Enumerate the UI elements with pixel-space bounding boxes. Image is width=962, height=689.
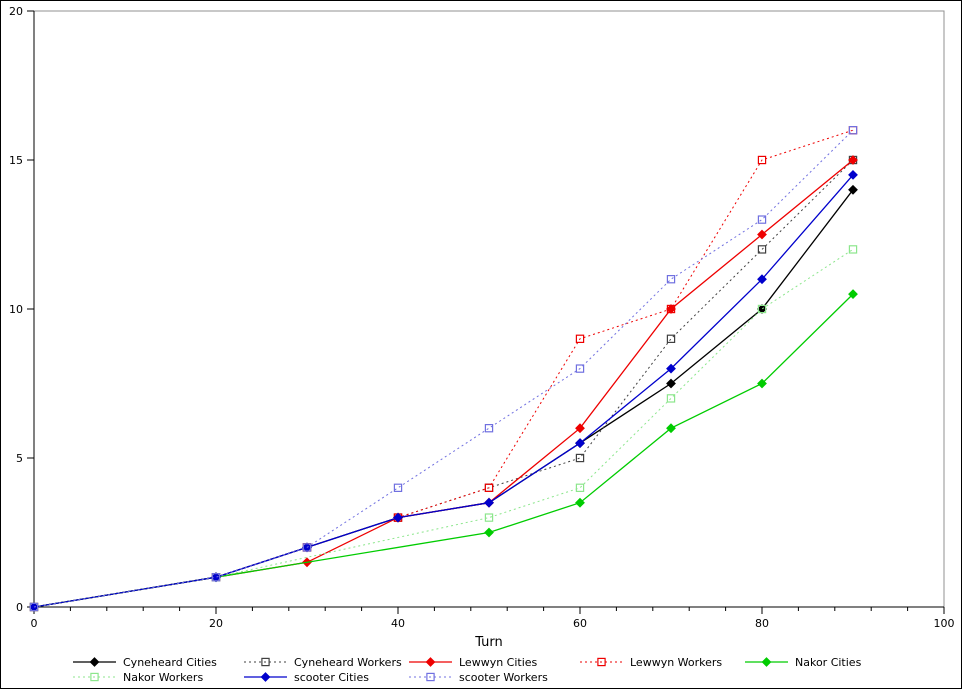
series-lewwyn-cities xyxy=(29,155,858,612)
marker-open-square xyxy=(575,364,585,373)
marker-open-square xyxy=(597,657,606,667)
legend-item-cyneheard-cities: Cyneheard Cities xyxy=(73,656,217,669)
marker-open-square xyxy=(757,304,767,314)
series-line xyxy=(33,293,854,608)
marker-open-square xyxy=(90,672,99,682)
legend-label: scooter Cities xyxy=(294,671,369,684)
marker-open-square xyxy=(484,483,494,493)
series-lewwyn-workers xyxy=(29,125,858,612)
marker-open-square xyxy=(211,572,221,582)
marker-open-square xyxy=(575,483,585,493)
marker-open-square xyxy=(848,245,858,254)
marker-open-square xyxy=(666,304,676,314)
legend-item-cyneheard-workers: Cyneheard Workers xyxy=(244,656,402,669)
marker-filled-diamond xyxy=(761,657,772,667)
marker-filled-diamond xyxy=(666,304,676,314)
marker-open-square xyxy=(261,657,270,667)
legend-label: Lewwyn Workers xyxy=(630,656,722,669)
series-nakor-cities xyxy=(29,289,858,612)
marker-open-square xyxy=(757,155,767,165)
marker-filled-diamond xyxy=(848,169,858,180)
marker-filled-diamond xyxy=(211,572,221,583)
legend-item-scooter-workers: scooter Workers xyxy=(409,671,548,684)
axis-tick-labels: 0 5 10 15 20 0 20 40 60 80 100 xyxy=(9,5,955,630)
marker-open-square xyxy=(848,125,858,135)
legend-item-nakor-cities: Nakor Cities xyxy=(745,656,862,669)
marker-open-square xyxy=(426,672,435,682)
marker-filled-diamond xyxy=(425,657,436,667)
marker-open-square xyxy=(757,215,767,224)
legend-label: Cyneheard Cities xyxy=(123,656,217,669)
x-axis-label: Turn xyxy=(474,635,503,650)
series-scooter-cities xyxy=(29,169,858,612)
x-tick-label: 40 xyxy=(391,617,405,630)
marker-open-square xyxy=(575,334,585,344)
legend-item-lewwyn-workers: Lewwyn Workers xyxy=(580,656,722,669)
marker-open-square xyxy=(484,513,494,522)
marker-filled-diamond xyxy=(666,378,676,389)
marker-filled-diamond xyxy=(848,155,858,165)
y-tick-label: 15 xyxy=(9,154,23,167)
marker-open-square xyxy=(757,245,767,254)
y-tick-label: 0 xyxy=(16,601,23,614)
x-tick-label: 20 xyxy=(209,617,223,630)
series-line xyxy=(33,189,854,608)
y-tick-label: 10 xyxy=(9,303,23,316)
marker-open-square xyxy=(575,453,585,463)
series-line xyxy=(33,129,854,608)
marker-filled-diamond xyxy=(757,229,767,240)
plot-box-top-right xyxy=(34,10,945,607)
marker-filled-diamond xyxy=(575,423,585,434)
legend-item-scooter-cities: scooter Cities xyxy=(244,671,369,684)
series-nakor-workers xyxy=(29,245,858,612)
legend-item-nakor-workers: Nakor Workers xyxy=(73,671,203,684)
marker-filled-diamond xyxy=(848,184,858,195)
x-tick-label: 80 xyxy=(755,617,769,630)
plot-frame xyxy=(33,10,945,608)
marker-filled-diamond xyxy=(260,672,271,682)
marker-open-square xyxy=(29,602,39,612)
marker-filled-diamond xyxy=(757,274,767,285)
marker-open-square xyxy=(393,483,403,493)
y-tick-label: 5 xyxy=(16,452,23,465)
series-line xyxy=(33,174,854,608)
plot-axes xyxy=(33,11,944,608)
marker-open-square xyxy=(666,394,676,403)
marker-filled-diamond xyxy=(89,657,100,667)
marker-filled-diamond xyxy=(666,423,676,434)
series-line xyxy=(33,129,854,608)
marker-open-square xyxy=(666,275,676,284)
marker-open-square xyxy=(666,334,676,344)
legend-label: Lewwyn Cities xyxy=(459,656,538,669)
series-line xyxy=(33,248,854,608)
marker-open-square xyxy=(302,543,312,552)
marker-filled-diamond xyxy=(666,363,676,374)
marker-filled-diamond xyxy=(575,497,585,508)
legend-label: scooter Workers xyxy=(459,671,548,684)
legend-label: Nakor Cities xyxy=(795,656,862,669)
legend-item-lewwyn-cities: Lewwyn Cities xyxy=(409,656,538,669)
series-scooter-workers xyxy=(29,125,858,612)
x-tick-label: 100 xyxy=(934,617,955,630)
marker-filled-diamond xyxy=(848,289,858,300)
y-tick-label: 20 xyxy=(9,5,23,18)
legend-label: Nakor Workers xyxy=(123,671,203,684)
marker-filled-diamond xyxy=(484,497,494,508)
legend-label: Cyneheard Workers xyxy=(294,656,402,669)
x-tick-label: 0 xyxy=(31,617,38,630)
x-tick-label: 60 xyxy=(573,617,587,630)
series-cyneheard-workers xyxy=(29,155,858,612)
chart-legend: Cyneheard Cities Cyneheard Workers Lewwyn … xyxy=(73,656,862,684)
series-lines xyxy=(29,125,858,612)
axis-ticks xyxy=(27,10,945,614)
marker-filled-diamond xyxy=(393,512,403,523)
marker-filled-diamond xyxy=(484,527,494,538)
marker-open-square xyxy=(484,424,494,433)
marker-filled-diamond xyxy=(757,378,767,389)
marker-filled-diamond xyxy=(575,438,585,449)
